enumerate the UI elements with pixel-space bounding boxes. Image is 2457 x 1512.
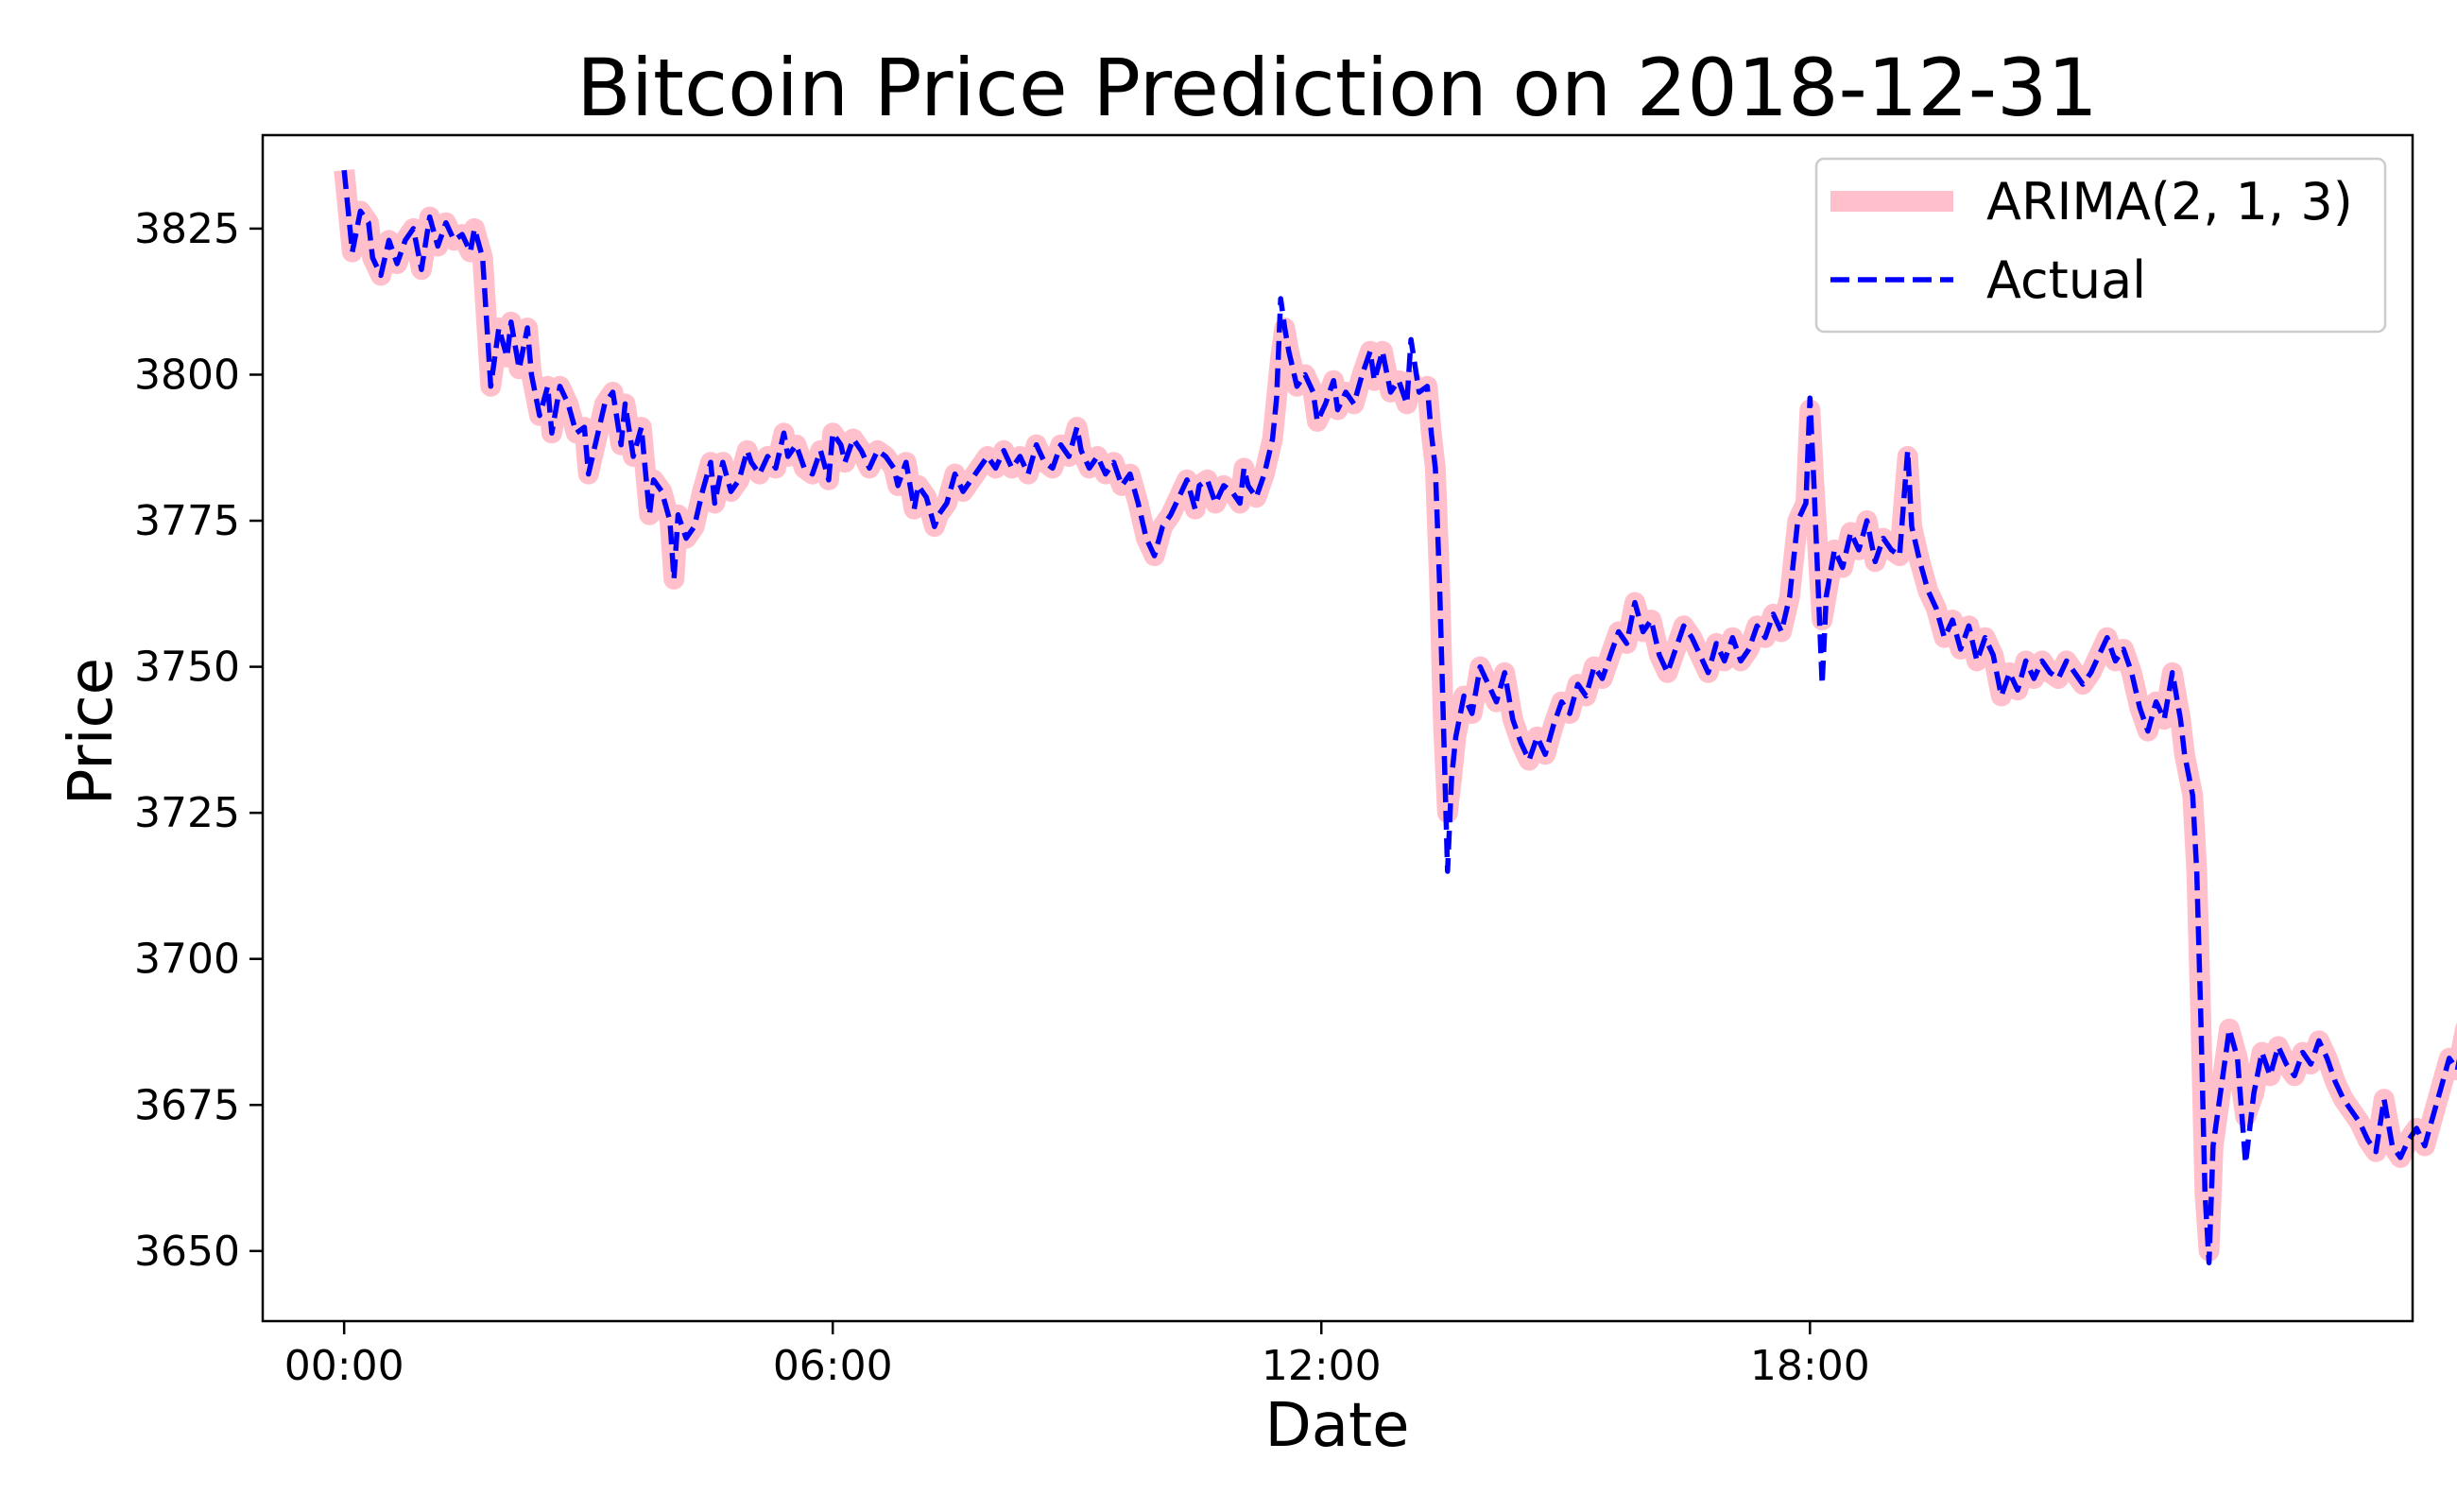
series-layer	[334, 169, 2457, 1265]
y-tick-label: 3725	[134, 789, 240, 837]
y-axis: 3650 3675 3700 3725 3750 3775 3800 3825	[134, 205, 263, 1276]
x-tick-label: 12:00	[1262, 1342, 1382, 1390]
legend: ARIMA(2, 1, 3) Actual	[1814, 157, 2387, 334]
x-axis-label: Date	[1265, 1391, 1410, 1461]
y-tick-label: 3825	[134, 205, 240, 253]
y-axis-label: Price	[57, 658, 127, 805]
y-tick-label: 3675	[134, 1081, 240, 1129]
legend-label-actual: Actual	[1986, 250, 2146, 310]
x-tick-label: 18:00	[1750, 1342, 1870, 1390]
plot-area-frame	[261, 133, 2414, 1323]
y-tick-label: 3800	[134, 351, 240, 399]
y-tick-label: 3700	[134, 936, 240, 984]
legend-label-arima: ARIMA(2, 1, 3)	[1986, 172, 2353, 232]
x-tick-label: 00:00	[284, 1342, 404, 1390]
y-tick-label: 3775	[134, 497, 240, 545]
legend-box	[1814, 157, 2387, 334]
y-tick-label: 3650	[134, 1228, 240, 1276]
x-tick-label: 06:00	[773, 1342, 893, 1390]
x-axis: 00:00 06:00 12:00 18:00	[284, 1321, 1870, 1390]
chart-title: Bitcoin Price Prediction on 2018-12-31	[576, 42, 2098, 134]
series-line-actual	[341, 169, 2457, 1265]
y-tick-label: 3750	[134, 644, 240, 692]
